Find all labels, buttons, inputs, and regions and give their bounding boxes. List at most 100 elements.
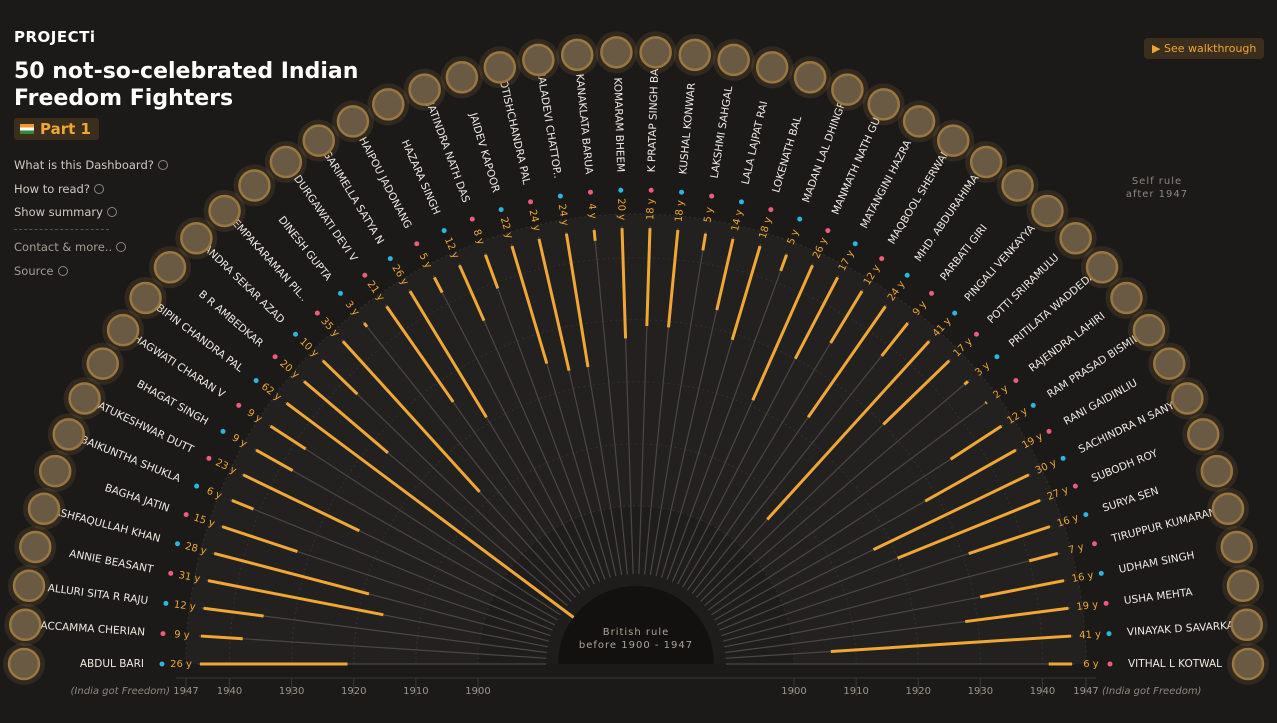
walkthrough-label: See walkthrough [1163, 42, 1257, 55]
value-label: 7 y [1067, 542, 1085, 557]
value-label: 24 y [886, 279, 908, 303]
value-label: 14 y [730, 209, 746, 233]
menu-item[interactable]: What is this Dashboard? [14, 158, 168, 172]
axis-note: (India got Freedom) [1102, 686, 1201, 697]
value-label: 9 y [174, 629, 190, 641]
bar [592, 229, 597, 241]
name-label: LOKENATH BAL [770, 114, 804, 194]
ray [722, 552, 1060, 642]
dot [272, 354, 278, 360]
bar [979, 579, 1065, 599]
photo [27, 492, 61, 526]
name-label: VINAYAK D SAVARKAR [1127, 619, 1242, 638]
name-label: ASHFAQULLAH KHAN [52, 506, 161, 545]
menu-item[interactable]: Contact & more.. [14, 240, 126, 254]
bar [303, 380, 389, 454]
dot [679, 189, 685, 195]
bar [701, 233, 708, 251]
photo [1230, 608, 1263, 642]
photo [302, 124, 335, 157]
photo [639, 36, 672, 69]
dot [1046, 428, 1052, 434]
value-label: 16 y [1071, 570, 1095, 585]
menu-item[interactable]: How to read? [14, 182, 104, 196]
photo [1001, 169, 1034, 202]
dot [1083, 512, 1089, 518]
dot [587, 189, 593, 195]
ray [198, 635, 547, 659]
tick-label: 1920 [906, 686, 931, 697]
ray [691, 321, 910, 595]
menu-item[interactable]: Show summary [14, 205, 117, 219]
menu-item[interactable]: Source [14, 264, 68, 278]
dot [1072, 483, 1078, 489]
name-label: JAIDEV KAPOOR [467, 111, 502, 194]
value-label: 18 y [674, 200, 687, 223]
name-label: KOMARAM BHEEM [611, 77, 626, 172]
bar [897, 498, 1041, 560]
dot [1030, 402, 1036, 408]
ray [704, 379, 970, 607]
walkthrough-button[interactable]: ▶ See walkthrough [1144, 38, 1265, 59]
bar [882, 359, 951, 426]
photo [38, 454, 72, 488]
tick-label: 1910 [843, 686, 868, 697]
dot [738, 199, 744, 205]
name-label: USHA MEHTA [1123, 586, 1194, 607]
photo [180, 221, 213, 255]
bar [564, 233, 590, 368]
grid-arc [185, 213, 1087, 665]
dot [168, 570, 174, 576]
bar [872, 473, 1030, 551]
photo [793, 61, 827, 94]
name-label: ALLURI SITA R RAJU [47, 582, 149, 607]
ray [649, 231, 707, 576]
value-label: 24 y [526, 209, 542, 233]
bar [484, 254, 500, 289]
flag-icon [20, 124, 34, 134]
photo [129, 281, 162, 315]
bar [207, 579, 384, 617]
photo [560, 38, 594, 72]
axis-note: (India got Freedom) [71, 686, 170, 697]
photo [1031, 194, 1064, 228]
photo [1211, 492, 1245, 526]
dot [337, 290, 343, 296]
tick-label: 1930 [279, 686, 304, 697]
name-label: TIRUPPUR KUMARAN [1109, 506, 1217, 545]
ray [362, 321, 581, 595]
bar [213, 551, 370, 596]
photo [717, 43, 750, 77]
dot [469, 216, 475, 222]
bar [730, 245, 762, 341]
dot [825, 228, 831, 234]
photo [372, 88, 405, 121]
value-label: 30 y [1034, 457, 1059, 476]
name-label: KANAKLATA BARUA [573, 73, 595, 175]
background-band [186, 214, 1086, 664]
value-label: 12 y [1005, 406, 1029, 427]
photo [1110, 281, 1143, 315]
bar [965, 606, 1069, 624]
dot [929, 290, 935, 296]
bar [829, 290, 864, 344]
bar [666, 229, 680, 328]
bar [231, 498, 255, 511]
photo [269, 145, 303, 179]
photo [1226, 569, 1260, 602]
dot [648, 187, 654, 193]
photo [867, 88, 900, 121]
value-label: 26 y [170, 659, 192, 670]
background-band [478, 506, 794, 664]
value-label: 18 y [645, 198, 657, 220]
dot [206, 455, 212, 461]
bar [830, 634, 1072, 653]
bar [203, 606, 264, 618]
note-line: Self rule [1131, 176, 1183, 187]
bar [269, 424, 307, 451]
bar [200, 634, 243, 641]
name-label: SUBODH ROY [1090, 447, 1160, 485]
photo [12, 569, 46, 602]
value-label: 24 y [556, 203, 570, 226]
photo [1200, 454, 1234, 488]
